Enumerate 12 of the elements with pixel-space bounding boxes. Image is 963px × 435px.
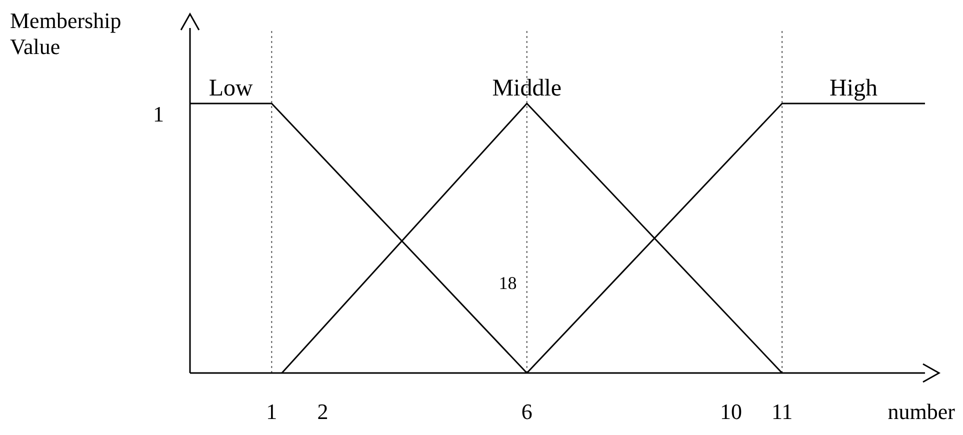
x-tick-label: 10	[720, 399, 742, 424]
y-axis-title: Membership Value	[10, 8, 122, 60]
annotation: 18	[498, 273, 517, 294]
x-tick-label: 2	[317, 399, 328, 424]
series-label: High	[830, 75, 878, 102]
series-label: Low	[208, 75, 254, 102]
x-tick-label: 6	[521, 399, 532, 424]
annotation: 1	[153, 101, 164, 126]
series-label: Middle	[492, 75, 562, 102]
x-axis-title: number	[888, 399, 955, 425]
x-tick-label: 11	[771, 399, 793, 424]
x-tick-label: 1	[266, 399, 278, 424]
